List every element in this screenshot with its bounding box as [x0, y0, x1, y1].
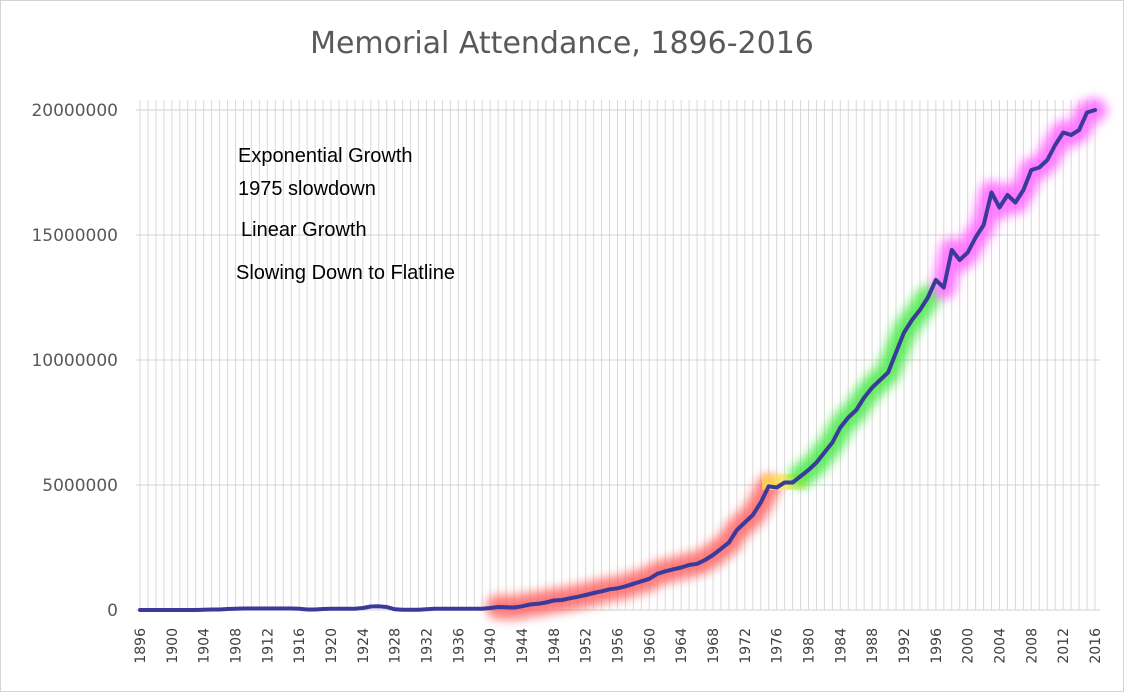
x-tick-label: 1924	[356, 628, 372, 664]
x-tick-label: 1932	[420, 628, 436, 664]
x-tick-label: 1912	[260, 628, 276, 664]
x-tick-label: 1952	[579, 628, 595, 664]
x-tick-label: 1908	[229, 628, 245, 664]
x-tick-label: 1944	[515, 628, 531, 664]
x-tick-label: 1968	[706, 628, 722, 664]
x-tick-label: 1900	[165, 628, 181, 664]
series-layer	[138, 108, 1097, 612]
x-tick-label: 1996	[929, 628, 945, 664]
legend-label: Slowing Down to Flatline	[236, 262, 455, 284]
grid-layer	[136, 100, 1100, 611]
y-tick-label: 5000000	[42, 476, 118, 496]
x-tick-label: 2016	[1088, 628, 1104, 664]
chart-title: Memorial Attendance, 1896-2016	[310, 26, 814, 61]
x-tick-label: 1948	[547, 628, 563, 664]
x-tick-label: 1984	[833, 628, 849, 664]
x-tick-label: 1988	[865, 628, 881, 664]
y-tick-label: 15000000	[31, 226, 118, 246]
legend-label: Exponential Growth	[238, 145, 413, 167]
x-tick-label: 1916	[292, 628, 308, 664]
y-tick-label: 0	[107, 601, 118, 621]
legend-label: Linear Growth	[241, 219, 367, 241]
legend: Exponential Growth 1975 slowdown Linear Gr…	[172, 145, 455, 284]
series-line	[138, 108, 1097, 612]
highlight-bands	[486, 98, 1107, 620]
x-tick-label: 2000	[961, 628, 977, 664]
x-tick-label: 1920	[324, 628, 340, 664]
x-tick-label: 1960	[642, 628, 658, 664]
x-tick-label: 1956	[611, 628, 627, 664]
y-tick-label: 10000000	[31, 351, 118, 371]
y-axis: 0 5000000 10000000 15000000 20000000	[31, 101, 118, 621]
x-tick-label: 1976	[770, 628, 786, 664]
x-tick-label: 1936	[451, 628, 467, 664]
x-tick-label: 2004	[993, 628, 1009, 664]
x-axis: 1896 1900 1904 1908 1912 1916 1920 1924 1928 1932…	[133, 628, 1104, 664]
x-tick-label: 2012	[1056, 628, 1072, 664]
y-tick-label: 20000000	[31, 101, 118, 121]
x-tick-label: 1992	[897, 628, 913, 664]
x-tick-label: 1964	[674, 628, 690, 664]
x-tick-label: 1980	[802, 628, 818, 664]
x-tick-label: 1972	[738, 628, 754, 664]
x-tick-label: 1896	[133, 628, 149, 664]
x-tick-label: 1928	[388, 628, 404, 664]
x-tick-label: 1904	[197, 628, 213, 664]
legend-label: 1975 slowdown	[238, 178, 376, 200]
x-tick-label: 1940	[483, 628, 499, 664]
x-tick-label: 2008	[1024, 628, 1040, 664]
